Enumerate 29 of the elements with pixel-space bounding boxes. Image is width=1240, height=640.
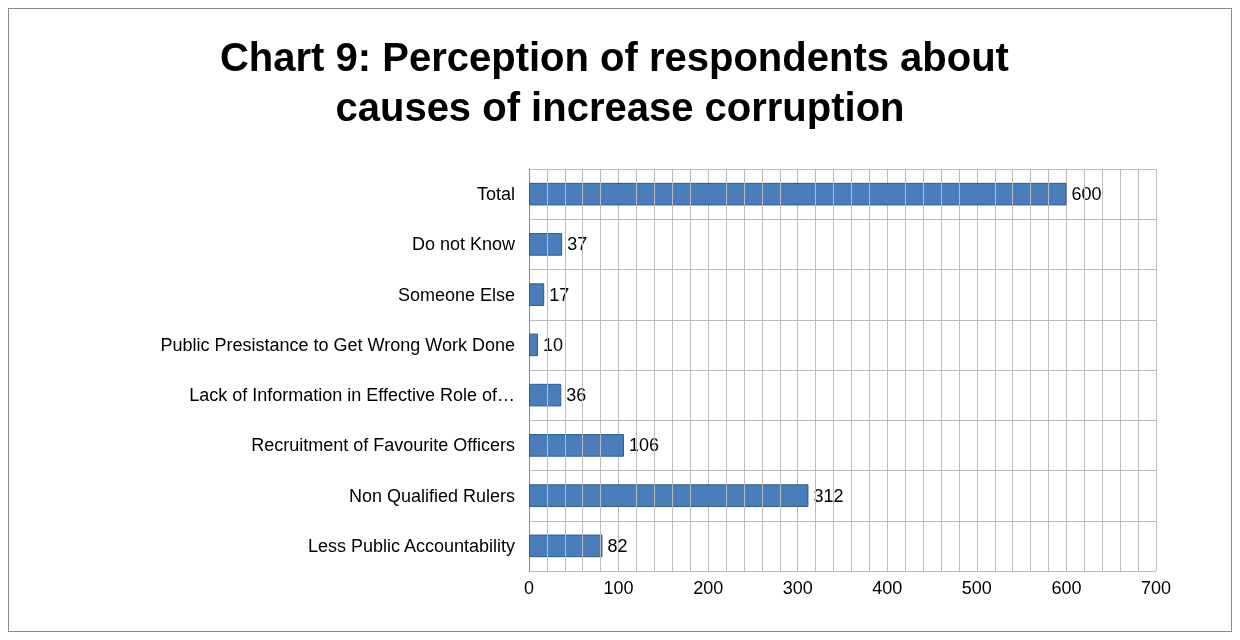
bar xyxy=(529,434,624,457)
y-tick-label: Recruitment of Favourite Officers xyxy=(251,435,515,456)
bar xyxy=(529,534,603,558)
bar xyxy=(529,383,562,407)
y-tick-label: Public Presistance to Get Wrong Work Done xyxy=(160,334,515,355)
x-tick-label: 500 xyxy=(961,578,992,598)
y-tick-label: Do not Know xyxy=(411,234,516,255)
y-tick-label: Less Public Accountability xyxy=(307,535,515,556)
x-tick-label: 600 xyxy=(1051,578,1082,598)
bar xyxy=(529,484,809,507)
y-tick-label: Total xyxy=(476,184,515,205)
x-tick-label: 0 xyxy=(523,578,535,598)
bar xyxy=(529,283,545,306)
data-label: 82 xyxy=(607,535,628,556)
chart-title: Chart 9: Perception of respondents about causes of increase corruption xyxy=(219,35,1021,129)
bar xyxy=(529,233,563,256)
x-tick-label: 100 xyxy=(603,578,634,598)
bar xyxy=(529,182,1067,206)
x-tick-label: 200 xyxy=(693,578,724,598)
x-tick-label: 700 xyxy=(1140,578,1172,598)
y-tick-label: Lack of Information in Effective Role of… xyxy=(189,385,515,406)
data-label: 600 xyxy=(1071,184,1102,205)
bar xyxy=(529,333,538,357)
y-tick-label: Non Qualified Rulers xyxy=(348,485,515,506)
data-label: 312 xyxy=(813,485,844,506)
x-tick-label: 400 xyxy=(872,578,903,598)
y-tick-label: Someone Else xyxy=(397,284,515,305)
x-tick-label: 300 xyxy=(782,578,813,598)
data-label: 106 xyxy=(628,435,659,456)
